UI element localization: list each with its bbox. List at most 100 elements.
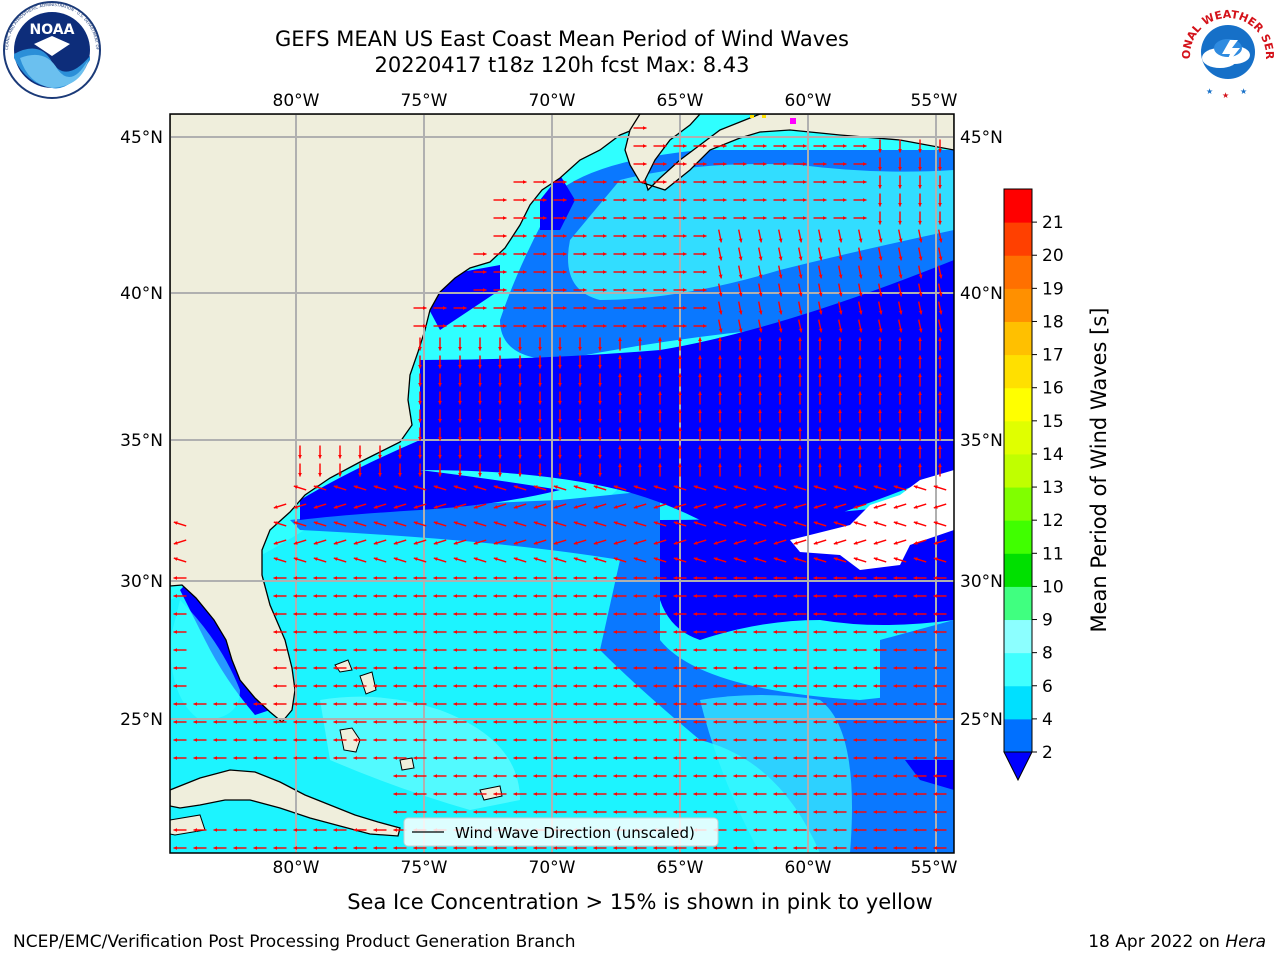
land-north-america (170, 114, 646, 723)
colorbar-tick-label: 17 (1042, 346, 1064, 366)
lon-tick-bottom: 65°W (657, 858, 704, 878)
wave-direction-arrowhead (623, 234, 627, 238)
wave-direction-arrowhead (533, 702, 537, 706)
wave-direction-arrowhead (733, 774, 737, 778)
wave-direction-arrowhead (558, 455, 562, 459)
wave-direction-arrowhead (603, 234, 607, 238)
wave-direction-arrowhead (633, 810, 637, 814)
wave-direction-arrowhead (683, 234, 687, 238)
wave-direction-arrowhead (758, 391, 762, 395)
wave-direction-arrowhead (598, 365, 602, 369)
wave-direction-arrowhead (733, 648, 737, 652)
wave-direction-arrowhead (913, 720, 917, 724)
wave-direction-arrowhead (273, 557, 278, 561)
wave-direction-arrowhead (778, 391, 782, 395)
wave-direction-arrowhead (893, 666, 897, 670)
colorbar-tick-label: 12 (1042, 511, 1064, 531)
wave-direction-arrowhead (443, 306, 447, 310)
wave-direction-arrowhead (293, 828, 297, 832)
wave-direction-arrowhead (873, 594, 877, 598)
wave-direction-arrowhead (638, 373, 642, 377)
wave-direction-arrowhead (543, 216, 547, 220)
wave-direction-arrowhead (433, 576, 437, 580)
wave-direction-arrowhead (673, 594, 677, 598)
wave-direction-arrowhead (453, 738, 457, 742)
wave-direction-arrowhead (558, 347, 562, 351)
wave-direction-arrowhead (733, 612, 737, 616)
wave-direction-arrowhead (453, 666, 457, 670)
sea-ice-mark (750, 115, 754, 118)
wave-direction-arrowhead (433, 505, 438, 509)
wave-direction-arrowhead (523, 252, 527, 256)
wave-direction-arrowhead (773, 612, 777, 616)
wave-direction-arrowhead (253, 756, 257, 760)
wave-direction-arrowhead (353, 720, 357, 724)
colorbar-tick-label: 9 (1042, 611, 1053, 631)
wave-direction-arrowhead (793, 557, 798, 561)
wave-direction-arrowhead (733, 756, 737, 760)
wave-direction-arrowhead (653, 485, 658, 489)
wave-direction-arrowhead (233, 738, 237, 742)
wave-direction-arrowhead (673, 485, 678, 489)
wave-direction-arrowhead (373, 684, 377, 688)
wave-direction-arrowhead (723, 162, 727, 166)
wave-direction-arrowhead (173, 612, 177, 616)
wave-direction-arrowhead (493, 720, 497, 724)
wave-direction-arrowhead (718, 373, 722, 377)
wave-direction-arrowhead (813, 720, 817, 724)
wave-direction-arrowhead (533, 541, 538, 545)
wave-direction-arrowhead (518, 473, 522, 477)
wave-direction-arrowhead (938, 256, 943, 261)
wave-direction-arrowhead (273, 828, 277, 832)
wave-direction-arrowhead (813, 756, 817, 760)
wave-direction-arrowhead (858, 373, 862, 377)
wave-direction-arrowhead (813, 846, 817, 850)
wave-direction-arrowhead (913, 828, 917, 832)
wave-direction-arrowhead (853, 828, 857, 832)
wave-direction-arrowhead (863, 198, 867, 202)
wave-direction-arrowhead (193, 756, 197, 760)
wave-direction-arrowhead (563, 234, 567, 238)
wave-direction-arrowhead (433, 557, 438, 561)
wave-direction-arrowhead (718, 256, 723, 261)
wave-direction-arrowhead (413, 720, 417, 724)
wave-direction-arrowhead (493, 485, 498, 489)
wave-direction-arrowhead (878, 167, 882, 171)
wave-direction-arrowhead (763, 162, 767, 166)
wave-direction-arrowhead (318, 473, 322, 477)
wave-direction-arrowhead (893, 576, 897, 580)
wave-direction-arrowhead (313, 738, 317, 742)
wave-direction-arrowhead (793, 738, 797, 742)
wave-direction-arrowhead (898, 310, 903, 315)
wave-direction-arrowhead (918, 185, 922, 189)
wave-direction-arrowhead (713, 630, 717, 634)
wave-direction-arrowhead (818, 256, 823, 261)
wave-direction-arrowhead (658, 337, 662, 341)
wave-direction-arrowhead (703, 234, 707, 238)
wave-direction-arrowhead (453, 846, 457, 850)
wave-direction-arrowhead (773, 702, 777, 706)
wave-direction-arrowhead (393, 756, 397, 760)
wave-direction-arrowhead (813, 557, 818, 561)
wave-direction-arrowhead (233, 756, 237, 760)
wave-direction-arrowhead (553, 684, 557, 688)
wave-direction-arrowhead (638, 463, 642, 467)
wave-direction-arrowhead (913, 521, 918, 525)
wave-direction-arrowhead (633, 666, 637, 670)
wave-direction-arrowhead (778, 274, 783, 279)
wave-direction-arrowhead (373, 557, 378, 561)
wave-direction-arrowhead (838, 463, 842, 467)
colorbar-tick-label: 13 (1042, 478, 1064, 498)
wave-direction-arrowhead (413, 521, 418, 525)
colorbar-block (1004, 255, 1032, 289)
wave-direction-arrowhead (423, 324, 427, 328)
wave-direction-arrowhead (838, 445, 842, 449)
wave-direction-arrowhead (713, 846, 717, 850)
wave-direction-arrowhead (413, 612, 417, 616)
wave-direction-arrowhead (433, 738, 437, 742)
wave-direction-arrowhead (813, 828, 817, 832)
wave-direction-arrowhead (493, 792, 497, 796)
wave-direction-arrowhead (358, 455, 362, 459)
wave-direction-arrowhead (873, 756, 877, 760)
wave-direction-arrowhead (938, 221, 942, 225)
